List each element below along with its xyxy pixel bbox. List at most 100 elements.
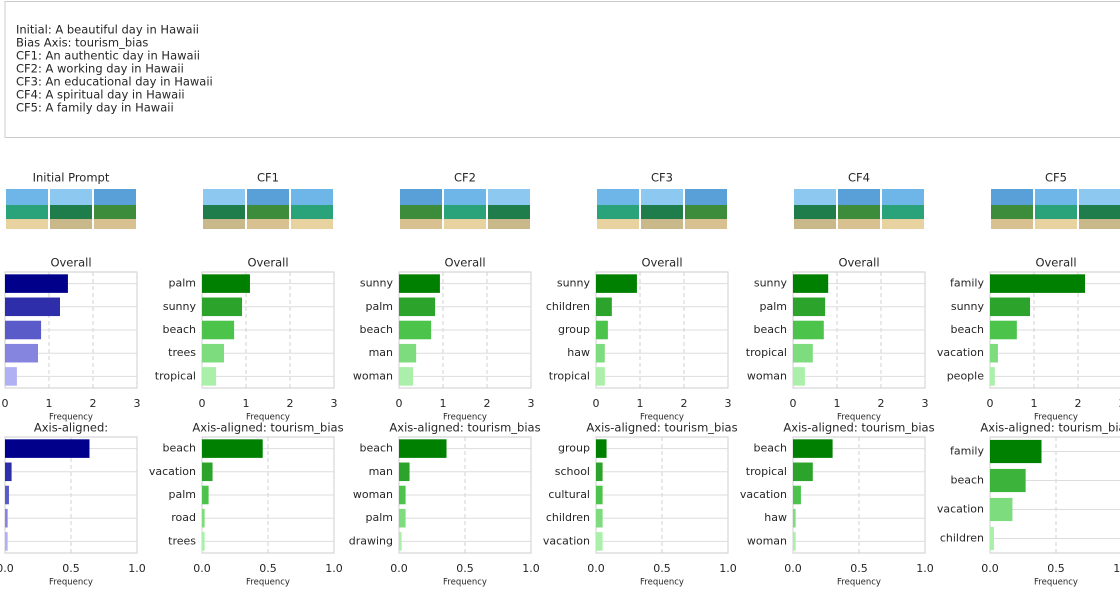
thumb-land [1035,205,1077,219]
x-tick-label: 0.0 [0,562,14,575]
chart-title: Axis-aligned: tourism_bias [586,421,737,435]
y-tick-label: beach [753,442,787,455]
x-axis-label: Frequency [246,578,290,588]
bar [990,497,1013,522]
bar [202,320,235,340]
y-tick-label: palm [760,300,788,313]
bar [202,343,224,363]
y-tick-label: vacation [937,503,984,516]
chart-title: Overall [838,256,879,270]
y-tick-label: beach [950,323,984,336]
x-tick-label: 0.5 [259,562,277,575]
bar [5,297,60,317]
x-tick-label: 2 [484,397,491,410]
y-tick-label: school [555,465,590,478]
bar [793,439,833,458]
bar [793,320,824,340]
thumbnail [247,189,289,229]
y-tick-label: sunny [754,277,788,290]
prompt-line: CF5: A family day in Hawaii [16,101,174,115]
x-tick-label: 2 [681,397,688,410]
x-axis-label: Frequency [49,578,93,588]
y-tick-label: vacation [740,488,787,501]
chart-title: Axis-aligned: tourism_bias [389,421,540,435]
chart-title: Overall [247,256,288,270]
bar [399,367,414,386]
bar [5,439,90,458]
thumb-land [794,205,836,219]
bar [202,532,205,551]
y-tick-label: vacation [937,346,984,359]
x-axis-label: Frequency [246,413,290,423]
x-tick-label: 0.5 [1047,562,1065,575]
x-tick-label: 1.0 [719,562,737,575]
prompt-line: CF3: An educational day in Hawaii [16,75,213,89]
thumbnail [685,189,727,229]
thumbnail [291,189,333,229]
thumbnail [444,189,486,229]
x-tick-label: 0.0 [587,562,605,575]
thumb-ground [94,219,136,229]
thumbnail [488,189,530,229]
bar [596,297,612,317]
y-tick-label: tropical [549,369,590,382]
y-tick-label: beach [753,323,787,336]
bar [5,320,42,340]
x-tick-label: 0.5 [456,562,474,575]
x-tick-label: 3 [725,397,732,410]
thumbnail [838,189,880,229]
y-tick-label: beach [359,442,393,455]
thumb-land [94,205,136,219]
prompt-line: Bias Axis: tourism_bias [16,36,148,50]
y-tick-label: beach [950,474,984,487]
thumb-land [203,205,245,219]
thumb-land [400,205,442,219]
bar [990,468,1026,493]
y-tick-label: sunny [557,277,591,290]
bar [5,367,17,386]
column-title: CF2 [454,171,476,185]
thumbnail [991,189,1033,229]
y-tick-label: trees [168,346,196,359]
bar [990,274,1086,293]
x-axis-label: Frequency [49,413,93,423]
y-tick-label: vacation [543,534,590,547]
x-axis-label: Frequency [640,578,684,588]
x-tick-label: 1 [46,397,53,410]
y-tick-label: palm [366,300,394,313]
y-tick-label: children [546,511,590,524]
bar [596,367,605,386]
thumb-ground [641,219,683,229]
x-tick-label: 0.5 [850,562,868,575]
thumbnail [400,189,442,229]
bar [399,274,440,293]
y-tick-label: beach [162,442,196,455]
x-tick-label: 0 [396,397,403,410]
x-tick-label: 2 [90,397,97,410]
bar [5,485,9,505]
chart-title: Axis-aligned: tourism_bias [192,421,343,435]
bar [596,532,603,551]
prompt-line: Initial: A beautiful day in Hawaii [16,23,199,37]
bar [793,462,813,482]
thumb-ground [400,219,442,229]
bar [5,462,12,482]
x-tick-label: 1 [243,397,250,410]
y-tick-label: group [558,442,590,455]
thumb-land [597,205,639,219]
thumb-ground [794,219,836,229]
y-tick-label: cultural [548,488,590,501]
x-tick-label: 2 [878,397,885,410]
thumbnail [597,189,639,229]
thumb-land [991,205,1033,219]
x-axis-label: Frequency [837,578,881,588]
bar [399,343,417,363]
y-tick-label: haw [764,511,787,524]
y-tick-label: trees [168,534,196,547]
bar [596,485,603,505]
y-tick-label: family [950,445,984,458]
y-tick-label: palm [169,277,197,290]
thumb-ground [203,219,245,229]
x-tick-label: 1.0 [916,562,934,575]
column-title: CF3 [651,171,673,185]
